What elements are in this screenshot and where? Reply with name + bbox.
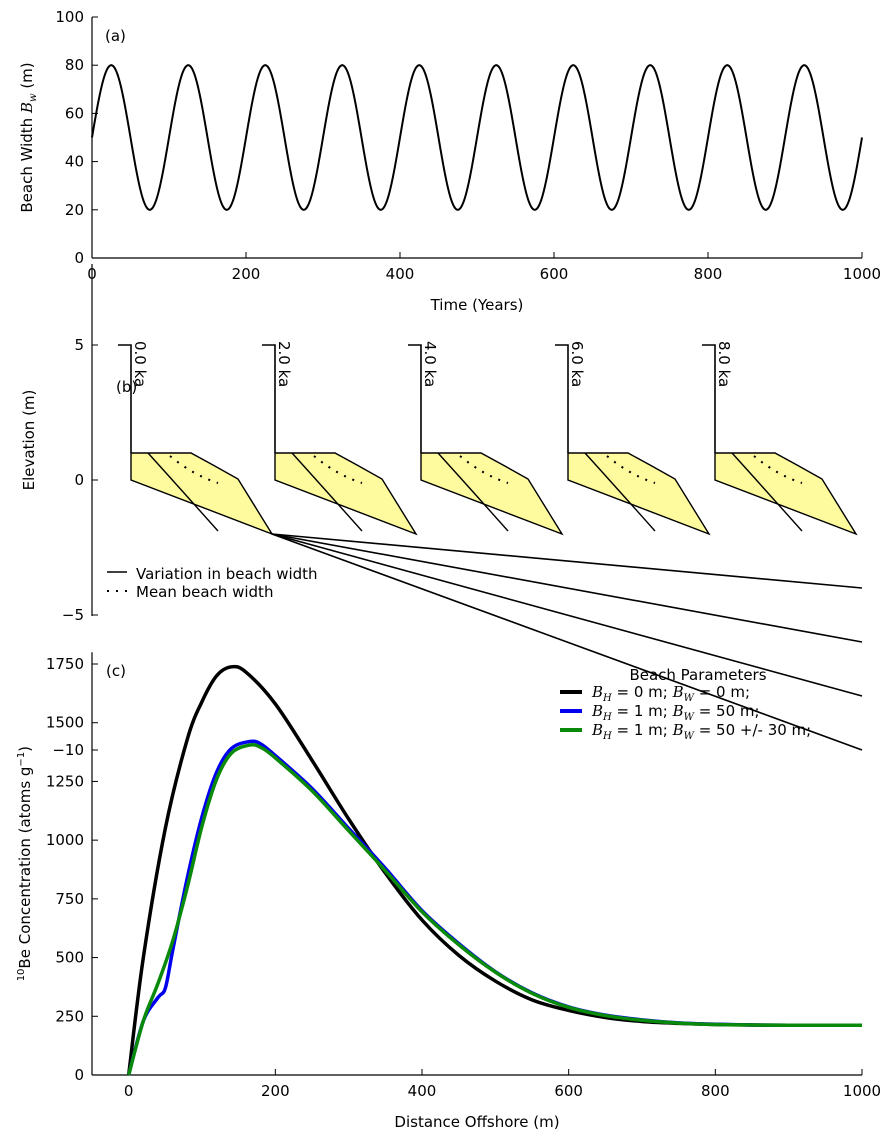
y-axis-label: Beach Width Bw (m): [18, 62, 39, 212]
cliff-line: [408, 344, 422, 453]
x-tick-label: 400: [386, 265, 415, 283]
x-tick-label: 800: [701, 1082, 730, 1100]
y-tick-label: 0: [74, 471, 84, 489]
x-tick-label: 200: [261, 1082, 290, 1100]
profile-4: 8.0 ka: [702, 341, 858, 536]
beach-wedge: [714, 452, 858, 536]
x-tick-label: 600: [554, 1082, 583, 1100]
y-tick-label: 5: [74, 336, 84, 354]
beach-wedge: [567, 452, 711, 536]
legend-label: Variation in beach width: [136, 565, 318, 583]
y-tick-label: 60: [65, 104, 84, 122]
bedrock-profile-line-1: [271, 533, 863, 643]
time-label: 0.0 ka: [131, 341, 149, 387]
time-label: 6.0 ka: [568, 341, 586, 387]
x-tick-label: 600: [540, 265, 569, 283]
variation-curve: [291, 452, 363, 532]
panel-label: (a): [105, 27, 126, 45]
legend-label-0: BH = 0 m; BW = 0 m;: [591, 683, 750, 704]
profile-1: 2.0 ka: [262, 341, 418, 536]
bedrock-profile-line-2: [271, 533, 863, 697]
y-tick-label: 0: [74, 249, 84, 267]
time-label: 8.0 ka: [715, 341, 733, 387]
x-tick-label: 400: [408, 1082, 437, 1100]
legend-title: Beach Parameters: [629, 666, 766, 684]
cliff-line: [555, 344, 569, 453]
y-tick-label: 1750: [46, 655, 84, 673]
panel-label: (c): [106, 662, 126, 680]
y-tick-label: 0: [74, 1066, 84, 1084]
y-tick-label: −5: [62, 606, 84, 624]
cliff-line: [118, 344, 132, 453]
x-tick-label: 200: [232, 265, 261, 283]
time-label: 2.0 ka: [275, 341, 293, 387]
y-tick-label: 750: [55, 890, 84, 908]
x-tick-label: 0: [124, 1082, 134, 1100]
x-tick-label: 1000: [843, 1082, 881, 1100]
profile-3: 6.0 ka: [555, 341, 711, 536]
variation-curve: [147, 452, 219, 532]
y-tick-label: 100: [55, 8, 84, 26]
mean-curve: [753, 455, 803, 484]
x-tick-label: 800: [694, 265, 723, 283]
y-tick-label: 80: [65, 56, 84, 74]
mean-curve: [459, 455, 509, 484]
variation-curve: [584, 452, 656, 532]
series-line-2: [126, 742, 863, 1076]
y-axis-label: 10Be Concentration (atoms g−1): [16, 746, 34, 981]
cliff-line: [702, 344, 716, 453]
beach-wedge: [420, 452, 564, 536]
variation-curve: [437, 452, 509, 532]
mean-curve: [606, 455, 656, 484]
y-tick-label: 1500: [46, 714, 84, 732]
y-tick-label: −10: [52, 741, 84, 759]
x-tick-label: 1000: [843, 265, 881, 283]
y-tick-label: 500: [55, 949, 84, 967]
panel-label: (b): [116, 378, 137, 396]
legend-label-1: BH = 1 m; BW = 50 m;: [591, 702, 760, 723]
y-tick-label: 20: [65, 201, 84, 219]
beach-wedge: [274, 452, 418, 536]
mean-curve: [169, 455, 219, 484]
y-tick-label: 40: [65, 153, 84, 171]
legend-label-2: BH = 1 m; BW = 50 +/- 30 m;: [591, 721, 811, 742]
profile-0: 0.0 ka: [118, 341, 274, 536]
series-line-beach-width: [91, 64, 863, 211]
panel-b-profile-diagram: 5 0 −5 −10 0.0 ka 2.0 ka 4.0 ka 6.0 ka 8.0 ka (b)…: [20, 264, 863, 759]
mean-curve: [313, 455, 363, 484]
profile-2: 4.0 ka: [408, 341, 564, 536]
x-axis-label: Distance Offshore (m): [394, 1113, 559, 1131]
bedrock-profile-line-3: [271, 533, 863, 751]
panel-c-concentration-chart: 0 250 500 750 1000 1250 1500 1750 0 200 400 600 800 1…: [16, 652, 881, 1131]
variation-curve: [731, 452, 803, 532]
y-tick-label: 1000: [46, 831, 84, 849]
beach-wedge: [130, 452, 274, 536]
bedrock-profile-line-0: [271, 533, 863, 589]
y-axis-label: Elevation (m): [20, 390, 38, 491]
legend-label: Mean beach width: [136, 583, 273, 601]
x-axis-label: Time (Years): [430, 296, 524, 314]
y-tick-label: 1250: [46, 772, 84, 790]
cliff-line: [262, 344, 276, 453]
time-label: 4.0 ka: [421, 341, 439, 387]
y-tick-label: 250: [55, 1007, 84, 1025]
